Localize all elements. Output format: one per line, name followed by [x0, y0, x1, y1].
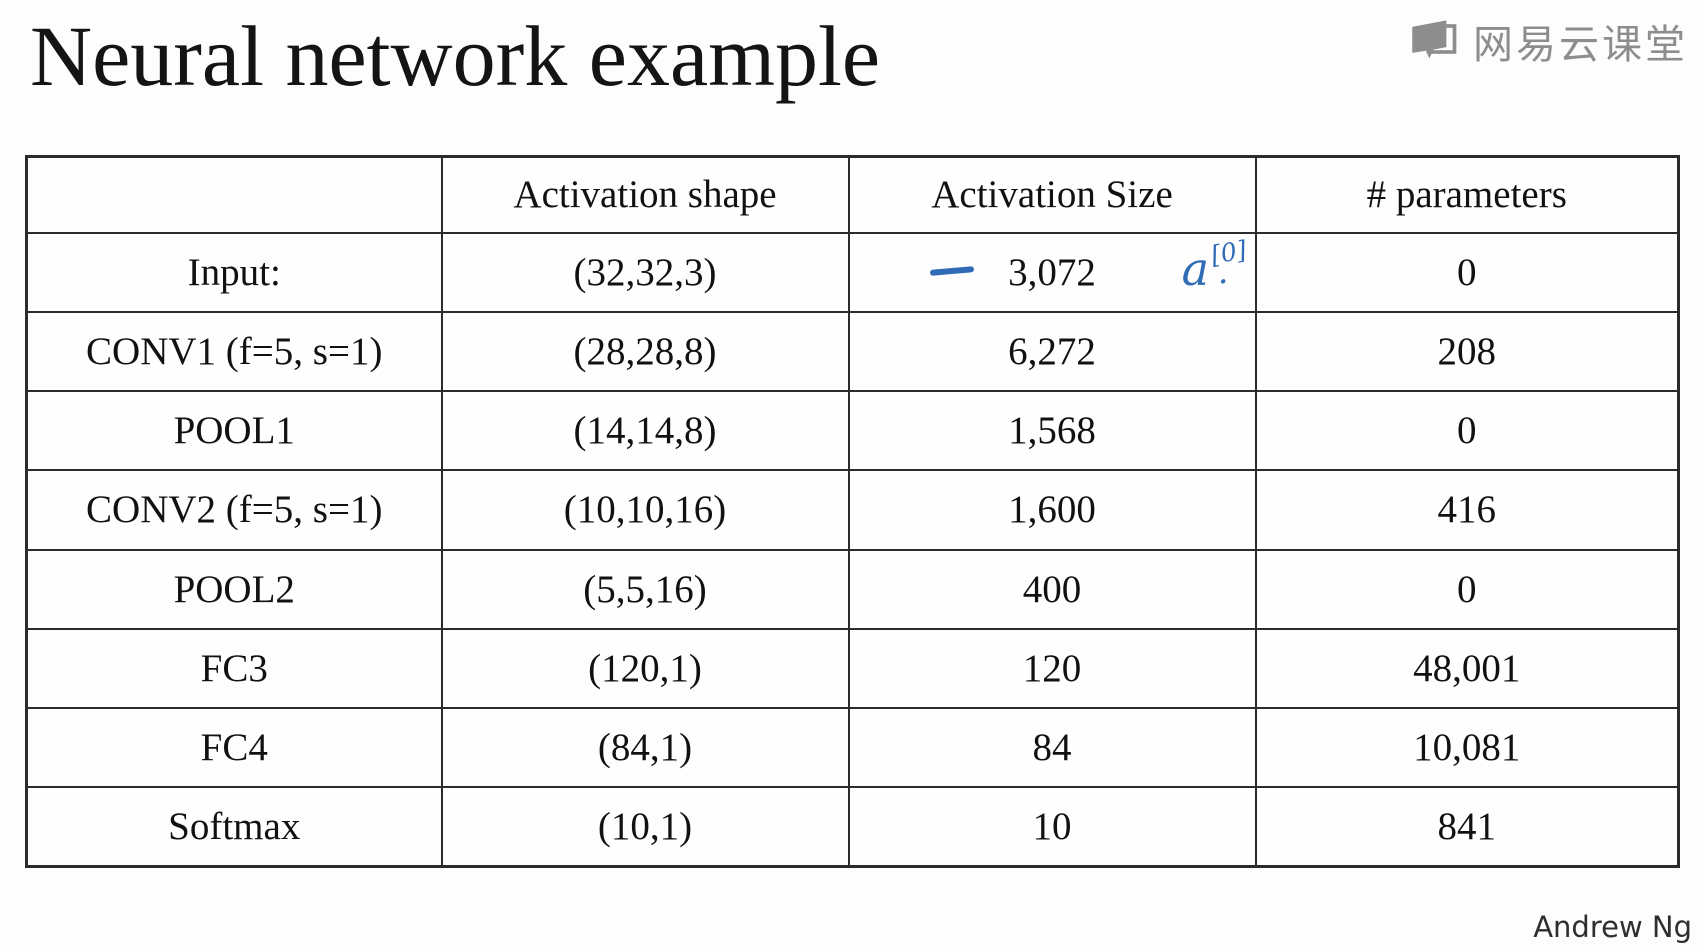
layer-cell: Softmax — [25, 786, 443, 868]
table-row-pool1: POOL1 (14,14,8) 1,568 0 — [25, 389, 1680, 472]
table-header-row: Activation shape Activation Size # param… — [25, 155, 1680, 234]
netease-cloud-classroom-logo-icon — [1409, 16, 1461, 67]
params-cell: 0 — [1254, 231, 1680, 313]
annotation-ink-dot: . — [1217, 251, 1229, 292]
params-cell: 208 — [1254, 310, 1680, 393]
layer-cell: POOL2 — [25, 548, 443, 630]
size-cell: 1,568 — [847, 389, 1257, 472]
shape-cell: (84,1) — [440, 706, 850, 789]
size-cell: 1,600 — [847, 469, 1257, 551]
layer-cell: CONV1 (f=5, s=1) — [25, 310, 443, 393]
size-value: 3,072 — [1008, 250, 1096, 294]
shape-cell: (10,10,16) — [440, 469, 850, 551]
table-row-softmax: Softmax (10,1) 10 841 — [25, 786, 1680, 868]
watermark-text: 网易云课堂 — [1473, 22, 1688, 68]
table-row-input: Input: (32,32,3) 3,072 a[0] . 0 — [25, 231, 1680, 313]
table-row-pool2: POOL2 (5,5,16) 400 0 — [25, 548, 1680, 630]
params-cell: 0 — [1254, 389, 1680, 472]
size-cell: 3,072 a[0] . — [847, 231, 1257, 313]
params-cell: 841 — [1254, 786, 1680, 868]
params-cell: 10,081 — [1254, 706, 1680, 789]
shape-cell: (5,5,16) — [440, 548, 850, 630]
params-cell: 48,001 — [1254, 627, 1680, 710]
table-row-fc4: FC4 (84,1) 84 10,081 — [25, 706, 1680, 789]
size-cell: 10 — [847, 786, 1257, 868]
table-row-conv1: CONV1 (f=5, s=1) (28,28,8) 6,272 208 — [25, 310, 1680, 393]
shape-cell: (28,28,8) — [440, 310, 850, 393]
layer-cell: Input: — [25, 231, 443, 313]
author-credit: Andrew Ng — [1533, 910, 1692, 944]
activation-parameters-table: Activation shape Activation Size # param… — [25, 155, 1680, 868]
table-row-fc3: FC3 (120,1) 120 48,001 — [25, 627, 1680, 710]
handwritten-a0-annotation: a[0] — [1181, 235, 1249, 296]
annotation-superscript: [0] — [1208, 234, 1249, 270]
shape-cell: (32,32,3) — [440, 231, 850, 313]
table-row-conv2: CONV2 (f=5, s=1) (10,10,16) 1,600 416 — [25, 469, 1680, 551]
params-cell: 0 — [1254, 548, 1680, 630]
size-cell: 6,272 — [847, 310, 1257, 393]
column-header-activation-size: Activation Size — [847, 155, 1257, 234]
column-header-layer — [25, 155, 443, 234]
params-cell: 416 — [1254, 469, 1680, 551]
column-header-activation-shape: Activation shape — [440, 155, 850, 234]
layer-cell: FC3 — [25, 627, 443, 710]
hand-drawn-dash-mark — [929, 266, 974, 277]
annotation-a: a — [1181, 241, 1210, 296]
shape-cell: (120,1) — [440, 627, 850, 710]
layer-cell: CONV2 (f=5, s=1) — [25, 469, 443, 551]
layer-cell: FC4 — [25, 706, 443, 789]
page-title: Neural network example — [30, 8, 881, 104]
size-cell: 120 — [847, 627, 1257, 710]
shape-cell: (10,1) — [440, 786, 850, 868]
layer-cell: POOL1 — [25, 389, 443, 472]
shape-cell: (14,14,8) — [440, 389, 850, 472]
size-cell: 400 — [847, 548, 1257, 630]
column-header-parameters: # parameters — [1254, 155, 1680, 234]
size-cell: 84 — [847, 706, 1257, 789]
watermark: 网易云课堂 — [1409, 12, 1688, 70]
